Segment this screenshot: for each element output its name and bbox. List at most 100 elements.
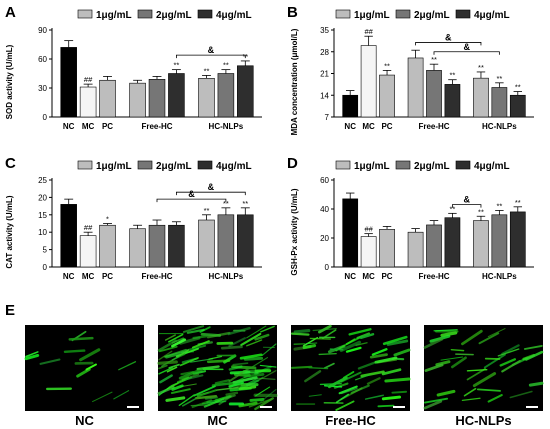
category-label: PC (381, 272, 392, 281)
cell (440, 331, 458, 337)
legend-swatch-1ug (335, 160, 351, 170)
cell (92, 391, 113, 403)
cell (246, 339, 263, 347)
cell (345, 346, 362, 353)
cell (243, 356, 264, 361)
bracket-label: & (188, 189, 195, 199)
bar-nc (342, 94, 359, 118)
cell (335, 393, 350, 404)
cell (476, 388, 501, 392)
bar-hc-nlps-4 (198, 219, 215, 268)
cell (228, 365, 243, 371)
category-label: HC-NLPs (209, 272, 244, 281)
cell (423, 400, 443, 410)
cell (193, 385, 216, 397)
cell (497, 348, 520, 357)
cell (24, 353, 40, 361)
cell (327, 376, 348, 389)
cell (308, 366, 329, 370)
category-label: NC (63, 122, 75, 131)
legend-label-4ug: 4μg/mL (474, 10, 510, 21)
panel-b: B 1μg/mL 2μg/mL 4μg/mL MDA concentration… (287, 4, 534, 135)
cell (382, 335, 408, 346)
legend-label-2ug: 2μg/mL (414, 161, 450, 172)
cell (528, 381, 544, 387)
cell (338, 385, 358, 395)
comparison-bracket (156, 198, 227, 203)
legend-swatch-4ug (455, 160, 471, 170)
cell (499, 358, 516, 367)
cell (524, 350, 544, 361)
cell (254, 397, 274, 411)
comparison-bracket (452, 204, 482, 208)
significance-mark: ## (84, 223, 93, 232)
cell (184, 374, 204, 381)
cell (199, 326, 211, 333)
significance-mark: ** (478, 207, 484, 216)
legend-label-2ug: 2μg/mL (156, 10, 192, 21)
category-label: Free-HC (418, 272, 449, 281)
scale-bar (526, 406, 538, 408)
cell (228, 337, 246, 348)
cell (318, 352, 337, 356)
cell (377, 404, 395, 408)
panel-label-e: E (5, 302, 15, 319)
cell (25, 351, 39, 358)
cell (191, 340, 210, 349)
cell-fluorescence (290, 324, 411, 411)
cell (308, 394, 322, 397)
bar-hc-nlps-4 (198, 78, 215, 118)
y-tick-label: 14 (320, 91, 329, 100)
cell (501, 360, 521, 373)
cell (461, 329, 483, 346)
cell (381, 368, 402, 376)
legend-swatch-4ug (197, 9, 213, 19)
cell (386, 339, 409, 346)
cell (290, 365, 313, 369)
cell (355, 342, 368, 346)
bracket-label: & (463, 42, 470, 52)
cell (369, 353, 388, 359)
cell (171, 384, 184, 391)
panel-label-c: C (5, 155, 16, 172)
cell (163, 348, 187, 358)
legend-label-1ug: 1μg/mL (354, 10, 390, 21)
significance-mark: ** (478, 63, 484, 72)
cell (158, 345, 178, 353)
significance-mark: ** (431, 55, 437, 64)
legend-label-1ug: 1μg/mL (96, 10, 132, 21)
bar-hc-nlps-4 (473, 220, 489, 268)
significance-mark: ** (173, 61, 179, 70)
bracket-label: & (445, 32, 452, 42)
cell (76, 367, 91, 378)
bar-free-hc-1 (129, 228, 146, 268)
cell (113, 390, 130, 400)
bar-free-hc-1 (129, 82, 146, 118)
cell (165, 396, 186, 402)
cell (260, 325, 275, 333)
cell (523, 345, 543, 350)
image-label-free-hc: Free-HC (325, 413, 376, 428)
legend-label-4ug: 4μg/mL (216, 161, 252, 172)
legend-swatch-1ug (335, 9, 351, 19)
cell (440, 356, 464, 361)
cell (478, 332, 500, 345)
cell (391, 390, 408, 394)
significance-mark: ** (496, 74, 502, 83)
cell (487, 394, 503, 403)
y-tick-label: 60 (38, 55, 47, 64)
cell (164, 334, 176, 341)
cell (186, 344, 207, 352)
cell (158, 385, 172, 396)
cell (168, 363, 180, 369)
cell (423, 337, 444, 349)
cell (211, 381, 238, 387)
legend-label-4ug: 4μg/mL (216, 10, 252, 21)
cell (339, 340, 362, 353)
cell (384, 377, 411, 383)
significance-mark: ## (364, 27, 373, 36)
significance-mark: * (106, 215, 109, 224)
y-tick-label: 20 (38, 193, 47, 202)
cell (232, 376, 258, 384)
